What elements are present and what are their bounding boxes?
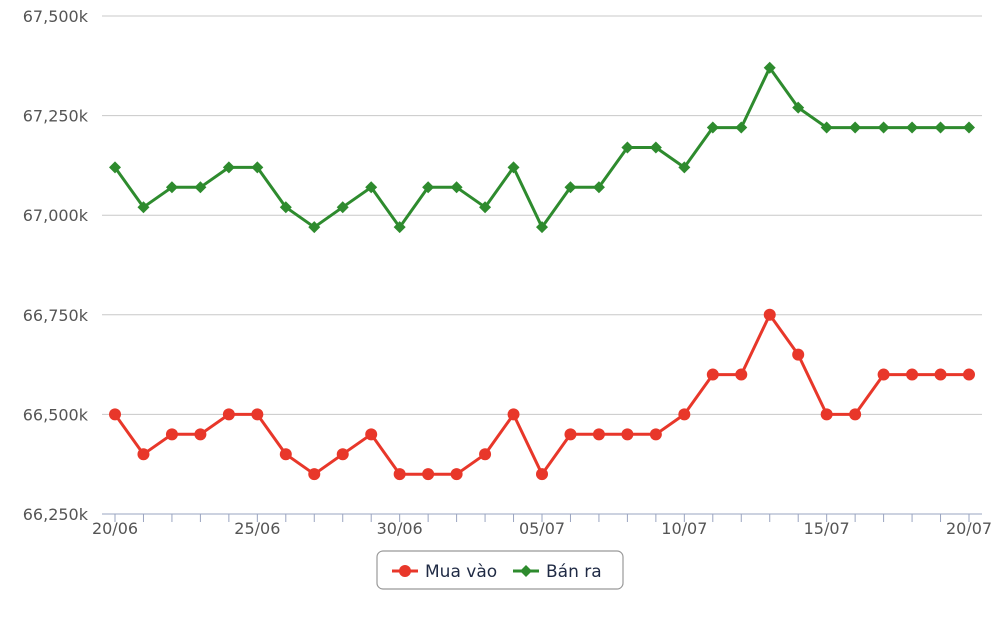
data-point[interactable] [308,468,321,481]
data-point[interactable] [109,161,121,174]
data-point[interactable] [963,121,975,134]
data-point[interactable] [849,408,862,421]
data-point[interactable] [906,121,919,134]
data-point[interactable] [877,121,890,134]
legend-box [376,550,624,590]
y-tick-label: 67,000k [23,206,89,225]
data-point[interactable] [792,348,805,361]
data-point[interactable] [564,181,577,194]
y-tick-label: 66,250k [23,505,89,524]
data-point[interactable] [735,368,748,381]
data-point[interactable] [450,181,463,194]
data-point[interactable] [479,448,492,461]
data-point[interactable] [735,121,748,134]
x-tick-label: 15/07 [804,519,850,538]
legend-item-mua-vao[interactable]: Mua vào [392,562,497,582]
data-point[interactable] [849,121,862,134]
data-point[interactable] [536,468,548,481]
gridlines [102,15,982,515]
data-point[interactable] [165,181,178,194]
x-tick-label: 25/06 [234,519,280,538]
data-point[interactable] [222,161,235,174]
x-tick-label: 10/07 [661,519,707,538]
data-point[interactable] [678,161,691,174]
y-tick-label: 66,750k [23,306,89,325]
data-point[interactable] [963,368,975,381]
data-point[interactable] [763,61,776,74]
data-point[interactable] [820,408,833,421]
legend-label: Mua vào [425,562,497,582]
y-axis-ticks: 66,250k 66,500k 66,750k 67,000k 67,250k 67,50… [23,7,89,524]
data-point[interactable] [422,468,435,481]
data-point[interactable] [564,428,577,441]
data-point[interactable] [279,201,292,214]
data-point[interactable] [279,448,292,461]
data-point[interactable] [137,201,150,214]
data-point[interactable] [165,428,178,441]
series-mua-vao [109,308,975,481]
data-point[interactable] [934,368,947,381]
data-point[interactable] [365,181,378,194]
data-point[interactable] [251,161,264,174]
data-point[interactable] [706,121,719,134]
data-point[interactable] [621,141,634,154]
series-line [113,66,969,229]
data-point[interactable] [792,101,805,114]
data-point[interactable] [137,448,150,461]
series-layer [109,61,975,481]
data-point[interactable] [592,428,605,441]
data-point[interactable] [621,428,634,441]
data-point[interactable] [479,201,492,214]
x-tick-label: 20/07 [946,519,992,538]
legend-marker [399,565,411,577]
data-point[interactable] [763,308,776,321]
data-point[interactable] [251,408,264,421]
data-point[interactable] [592,181,605,194]
data-point[interactable] [507,408,520,421]
data-point[interactable] [877,368,890,381]
data-point[interactable] [393,468,406,481]
data-point[interactable] [422,181,435,194]
y-tick-label: 67,500k [23,7,89,26]
data-point[interactable] [450,468,463,481]
legend[interactable]: Mua vào Bán ra [376,550,624,590]
y-tick-label: 67,250k [23,107,89,126]
data-point[interactable] [109,408,121,421]
data-point[interactable] [678,408,691,421]
data-point[interactable] [706,368,719,381]
series-ban-ra [109,61,975,234]
data-point[interactable] [194,428,207,441]
data-point[interactable] [336,448,349,461]
y-tick-label: 66,500k [23,405,89,424]
data-point[interactable] [906,368,919,381]
x-tick-label: 05/07 [519,519,565,538]
data-point[interactable] [336,201,349,214]
data-point[interactable] [536,221,548,234]
series-line [113,313,969,476]
data-point[interactable] [194,181,207,194]
data-point[interactable] [649,141,662,154]
x-tick-label: 20/06 [92,519,138,538]
x-tick-label: 30/06 [377,519,423,538]
data-point[interactable] [649,428,662,441]
data-point[interactable] [308,221,321,234]
data-point[interactable] [820,121,833,134]
data-point[interactable] [507,161,520,174]
legend-marker [520,565,532,577]
data-point[interactable] [934,121,947,134]
data-point[interactable] [365,428,378,441]
data-point[interactable] [222,408,235,421]
legend-item-ban-ra[interactable]: Bán ra [513,562,602,582]
data-point[interactable] [393,221,406,234]
x-axis-ticks: 20/06 25/06 30/06 05/07 10/07 15/07 20/07 [92,514,992,538]
legend-label: Bán ra [546,562,602,582]
